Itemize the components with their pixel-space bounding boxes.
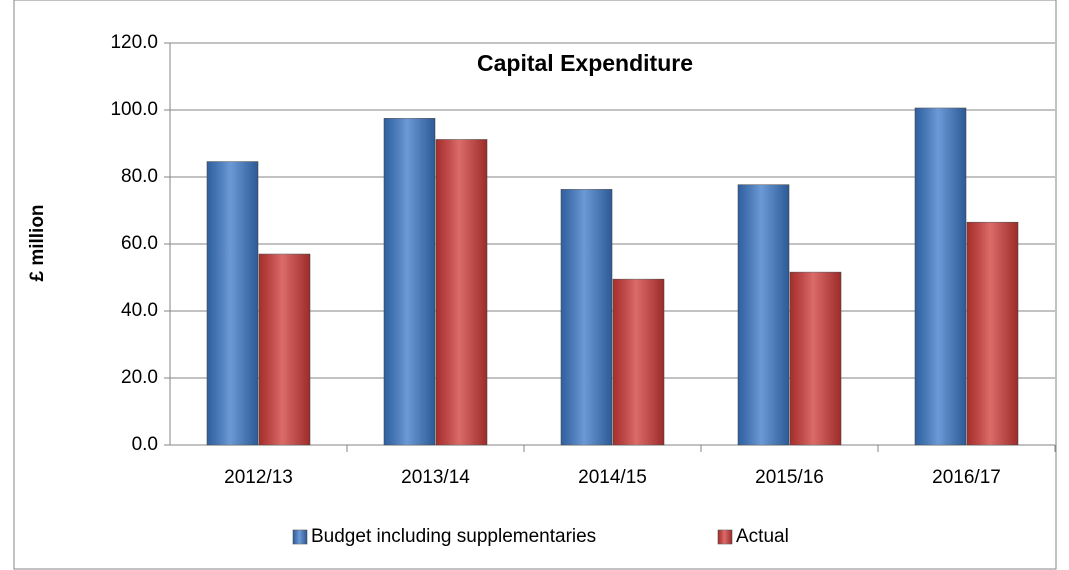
chart-title: Capital Expenditure bbox=[477, 50, 693, 76]
y-tick-label: 80.0 bbox=[121, 166, 158, 187]
bar bbox=[789, 271, 842, 446]
bar bbox=[206, 161, 259, 446]
y-tick-label: 0.0 bbox=[132, 434, 158, 455]
bar bbox=[966, 221, 1019, 446]
bar bbox=[914, 107, 967, 446]
y-tick-label: 60.0 bbox=[121, 233, 158, 254]
y-tick-label: 120.0 bbox=[110, 32, 158, 53]
x-tick-label: 2016/17 bbox=[932, 467, 1001, 488]
legend-label: Budget including supplementaries bbox=[311, 526, 596, 547]
x-tick-label: 2012/13 bbox=[224, 467, 293, 488]
x-tick-label: 2015/16 bbox=[755, 467, 824, 488]
bar bbox=[612, 278, 665, 446]
bar bbox=[560, 189, 613, 446]
y-tick-label: 20.0 bbox=[121, 367, 158, 388]
legend-label: Actual bbox=[736, 526, 789, 547]
bar bbox=[737, 184, 790, 446]
x-tick-label: 2013/14 bbox=[401, 467, 470, 488]
y-axis-label: £ million bbox=[27, 204, 48, 281]
y-tick-label: 100.0 bbox=[110, 99, 158, 120]
bar bbox=[383, 118, 436, 446]
bar bbox=[435, 139, 488, 446]
bar bbox=[258, 253, 311, 446]
chart-frame bbox=[13, 0, 1057, 570]
x-tick-label: 2014/15 bbox=[578, 467, 647, 488]
y-tick-label: 40.0 bbox=[121, 300, 158, 321]
legend-swatch-shade bbox=[293, 530, 307, 544]
legend-swatch-shade bbox=[718, 530, 732, 544]
